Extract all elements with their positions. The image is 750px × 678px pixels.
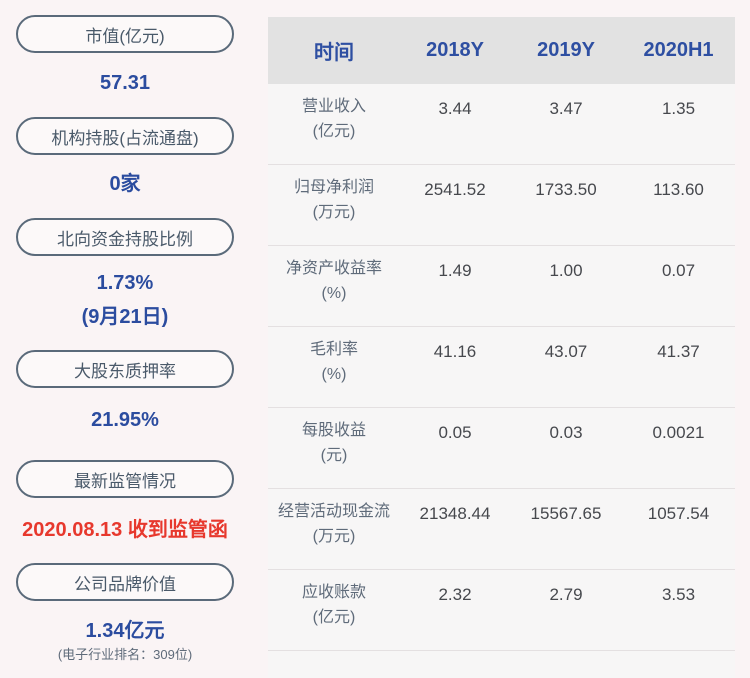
row-label: 毛利率 (%) [268, 327, 400, 407]
row-label-unit: (亿元) [312, 609, 356, 626]
pill-market-cap: 市值(亿元) [16, 15, 234, 53]
cell-2019y: 1733.50 [535, 180, 597, 199]
cell-2020h1: 3.53 [661, 585, 696, 604]
row-label-name: 毛利率 [309, 341, 358, 358]
cell-2020h1: 1.35 [661, 99, 696, 118]
row-label: 每股收益 (元) [268, 408, 400, 488]
row-label: 净资产收益率 (%) [268, 246, 400, 326]
cell-2020h1: 41.37 [657, 342, 700, 361]
latest-regulation-value: 2020.08.13 收到监管函 [22, 519, 228, 541]
cell-2018y: 2.32 [438, 585, 472, 604]
cell-2019y: 0.03 [549, 423, 583, 442]
cell-2018y: 0.05 [438, 423, 472, 442]
pill-brand-value: 公司品牌价值 [16, 563, 234, 601]
table-row-net-profit: 归母净利润 (万元) 2541.52 1733.50 113.60 [268, 165, 735, 246]
cell-2019y: 1.00 [549, 261, 583, 280]
cell-2018y: 1.49 [438, 261, 472, 280]
row-label: 归母净利润 (万元) [268, 165, 400, 245]
cell-2018y: 2541.52 [424, 180, 486, 199]
table-row-gross-margin: 毛利率 (%) 41.16 43.07 41.37 [268, 327, 735, 408]
row-label-name: 每股收益 [301, 422, 366, 439]
cell-2018y: 41.16 [433, 342, 477, 361]
row-label-unit: (%) [321, 366, 347, 383]
row-label: 经营活动现金流 (万元) [268, 489, 400, 569]
table-row-revenue: 营业收入 (亿元) 3.44 3.47 1.35 [268, 84, 735, 165]
market-cap-value: 57.31 [99, 72, 151, 94]
brand-value-rank-note: (电子行业排名：309位) [57, 647, 193, 662]
cell-2019y: 3.47 [549, 99, 583, 118]
pill-institutional-holding: 机构持股(占流通盘) [16, 117, 234, 155]
cell-2020h1: 0.0021 [652, 423, 705, 442]
cell-2018y: 3.44 [438, 99, 472, 118]
northbound-holding-date: (9月21日) [81, 306, 169, 328]
northbound-holding-value: 1.73% (9月21日) [82, 266, 169, 334]
table-header-2020h1: 2020H1 [643, 39, 714, 61]
major-shareholder-pledge-value: 21.95% [91, 409, 159, 431]
row-label-unit: (万元) [312, 204, 356, 221]
brand-value-value: 1.34亿元 [85, 620, 165, 642]
row-label-name: 营业收入 [301, 98, 366, 115]
cell-2018y: 21348.44 [419, 504, 491, 523]
institutional-holding-value: 0家 [109, 173, 141, 195]
table-row-operating-cashflow: 经营活动现金流 (万元) 21348.44 15567.65 1057.54 [268, 489, 735, 570]
row-label-name: 经营活动现金流 [277, 503, 390, 520]
row-label-name: 归母净利润 [293, 179, 374, 196]
pill-institutional-holding-label: 机构持股(占流通盘) [51, 128, 199, 148]
pill-market-cap-label: 市值(亿元) [85, 26, 165, 46]
cell-2020h1: 113.60 [653, 180, 704, 199]
row-label-unit: (元) [320, 447, 348, 464]
table-row-eps: 每股收益 (元) 0.05 0.03 0.0021 [268, 408, 735, 489]
table-header-2019y: 2019Y [537, 39, 595, 61]
pill-latest-regulation-label: 最新监管情况 [74, 471, 176, 491]
table-header-time: 时间 [314, 42, 354, 64]
row-label-unit: (万元) [312, 528, 356, 545]
cell-2020h1: 0.07 [661, 261, 696, 280]
pill-northbound-holding-label: 北向资金持股比例 [57, 229, 193, 249]
row-label: 营业收入 (亿元) [268, 84, 400, 164]
pill-latest-regulation: 最新监管情况 [16, 460, 234, 498]
table-row-accounts-receivable: 应收账款 (亿元) 2.32 2.79 3.53 [268, 570, 735, 651]
table-header-2018y: 2018Y [426, 39, 484, 61]
financial-table: 时间 2018Y 2019Y 2020H1 营业收入 (亿元) 3.44 3.4… [268, 17, 735, 678]
pill-major-shareholder-pledge: 大股东质押率 [16, 350, 234, 388]
cell-2020h1: 1057.54 [647, 504, 710, 523]
sidebar: 市值(亿元) 57.31 机构持股(占流通盘) 0家 北向资金持股比例 1.73… [0, 0, 250, 663]
row-label-name: 应收账款 [301, 584, 366, 601]
row-label-unit: (%) [321, 285, 347, 302]
row-label-name: 净资产收益率 [285, 260, 382, 277]
cell-2019y: 15567.65 [530, 504, 602, 523]
cell-2019y: 43.07 [544, 342, 588, 361]
row-label-unit: (亿元) [312, 123, 356, 140]
table-header-row: 时间 2018Y 2019Y 2020H1 [268, 17, 735, 84]
northbound-holding-percent: 1.73% [96, 272, 154, 294]
pill-brand-value-label: 公司品牌价值 [74, 574, 176, 594]
table-row-roe: 净资产收益率 (%) 1.49 1.00 0.07 [268, 246, 735, 327]
pill-northbound-holding: 北向资金持股比例 [16, 218, 234, 256]
pill-major-shareholder-pledge-label: 大股东质押率 [74, 361, 176, 381]
row-label: 应收账款 (亿元) [268, 570, 400, 650]
cell-2019y: 2.79 [549, 585, 583, 604]
